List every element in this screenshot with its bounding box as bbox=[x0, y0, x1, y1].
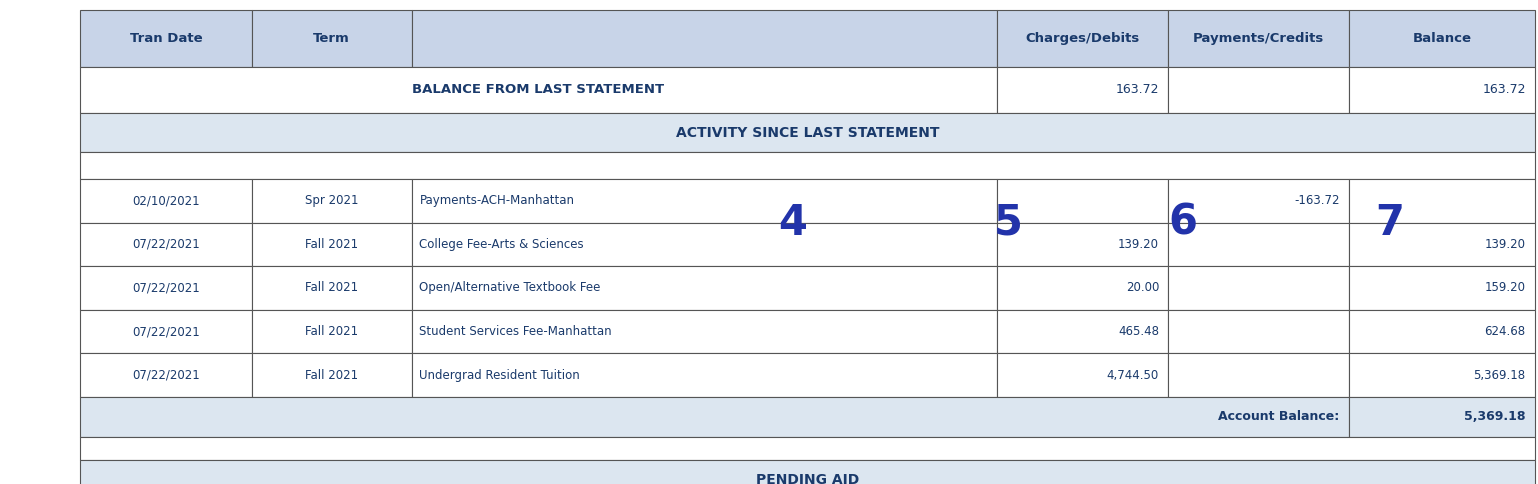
Text: ACTIVITY SINCE LAST STATEMENT: ACTIVITY SINCE LAST STATEMENT bbox=[675, 126, 940, 139]
Text: 6: 6 bbox=[1169, 202, 1197, 243]
Bar bbox=[80, 179, 252, 223]
Text: 7: 7 bbox=[1375, 202, 1404, 243]
Text: Account Balance:: Account Balance: bbox=[1218, 410, 1340, 423]
Bar bbox=[1349, 179, 1535, 223]
Bar bbox=[412, 353, 997, 397]
Text: Fall 2021: Fall 2021 bbox=[305, 238, 358, 251]
Bar bbox=[80, 152, 1535, 179]
Bar bbox=[412, 266, 997, 310]
Text: 4: 4 bbox=[778, 202, 807, 243]
Text: PENDING AID: PENDING AID bbox=[755, 473, 860, 484]
Text: 163.72: 163.72 bbox=[1115, 83, 1160, 96]
Bar bbox=[1169, 223, 1349, 266]
Text: Balance: Balance bbox=[1412, 32, 1472, 45]
Text: College Fee-Arts & Sciences: College Fee-Arts & Sciences bbox=[420, 238, 584, 251]
Text: 163.72: 163.72 bbox=[1483, 83, 1526, 96]
Bar bbox=[997, 10, 1169, 67]
Bar bbox=[412, 179, 997, 223]
Text: 159.20: 159.20 bbox=[1484, 282, 1526, 294]
Text: Open/Alternative Textbook Fee: Open/Alternative Textbook Fee bbox=[420, 282, 601, 294]
Text: 624.68: 624.68 bbox=[1484, 325, 1526, 338]
Text: 139.20: 139.20 bbox=[1484, 238, 1526, 251]
Bar bbox=[1349, 67, 1535, 113]
Bar bbox=[252, 310, 412, 353]
Text: 07/22/2021: 07/22/2021 bbox=[132, 238, 200, 251]
Bar bbox=[1169, 310, 1349, 353]
Text: Charges/Debits: Charges/Debits bbox=[1026, 32, 1140, 45]
Text: 20.00: 20.00 bbox=[1126, 282, 1160, 294]
Text: Term: Term bbox=[314, 32, 351, 45]
Text: 07/22/2021: 07/22/2021 bbox=[132, 325, 200, 338]
Bar bbox=[1349, 397, 1535, 437]
Bar bbox=[80, 353, 252, 397]
Bar bbox=[412, 310, 997, 353]
Bar bbox=[1169, 67, 1349, 113]
Text: 4,744.50: 4,744.50 bbox=[1107, 369, 1160, 381]
Bar bbox=[80, 310, 252, 353]
Text: -163.72: -163.72 bbox=[1293, 195, 1340, 207]
Bar bbox=[997, 223, 1169, 266]
Text: Undergrad Resident Tuition: Undergrad Resident Tuition bbox=[420, 369, 580, 381]
Bar bbox=[252, 353, 412, 397]
Text: Fall 2021: Fall 2021 bbox=[305, 282, 358, 294]
Bar bbox=[1169, 10, 1349, 67]
Text: 5: 5 bbox=[994, 202, 1023, 243]
Bar bbox=[80, 223, 252, 266]
Text: Spr 2021: Spr 2021 bbox=[305, 195, 358, 207]
Text: 07/22/2021: 07/22/2021 bbox=[132, 282, 200, 294]
Bar bbox=[1169, 266, 1349, 310]
Text: 07/22/2021: 07/22/2021 bbox=[132, 369, 200, 381]
Bar bbox=[1349, 310, 1535, 353]
Bar bbox=[80, 10, 252, 67]
Bar bbox=[80, 266, 252, 310]
Bar bbox=[80, 113, 1535, 152]
Text: Payments-ACH-Manhattan: Payments-ACH-Manhattan bbox=[420, 195, 574, 207]
Text: Student Services Fee-Manhattan: Student Services Fee-Manhattan bbox=[420, 325, 612, 338]
Bar bbox=[252, 266, 412, 310]
Bar bbox=[80, 460, 1535, 484]
Bar bbox=[997, 310, 1169, 353]
Bar bbox=[412, 223, 997, 266]
Bar bbox=[1169, 179, 1349, 223]
Text: 139.20: 139.20 bbox=[1118, 238, 1160, 251]
Bar bbox=[997, 179, 1169, 223]
Text: Fall 2021: Fall 2021 bbox=[305, 325, 358, 338]
Bar bbox=[997, 67, 1169, 113]
Bar bbox=[997, 353, 1169, 397]
Bar bbox=[80, 397, 1349, 437]
Bar bbox=[1349, 223, 1535, 266]
Bar bbox=[1349, 10, 1535, 67]
Text: 02/10/2021: 02/10/2021 bbox=[132, 195, 200, 207]
Bar bbox=[997, 266, 1169, 310]
Bar bbox=[412, 10, 997, 67]
Text: 5,369.18: 5,369.18 bbox=[1464, 410, 1526, 423]
Text: 5,369.18: 5,369.18 bbox=[1473, 369, 1526, 381]
Bar bbox=[1349, 353, 1535, 397]
Bar bbox=[80, 67, 997, 113]
Bar bbox=[1349, 266, 1535, 310]
Bar bbox=[252, 223, 412, 266]
Bar bbox=[80, 437, 1535, 460]
Text: 465.48: 465.48 bbox=[1118, 325, 1160, 338]
Text: BALANCE FROM LAST STATEMENT: BALANCE FROM LAST STATEMENT bbox=[412, 83, 664, 96]
Bar bbox=[252, 179, 412, 223]
Bar bbox=[1169, 353, 1349, 397]
Bar bbox=[252, 10, 412, 67]
Text: Payments/Credits: Payments/Credits bbox=[1193, 32, 1324, 45]
Text: Fall 2021: Fall 2021 bbox=[305, 369, 358, 381]
Text: Tran Date: Tran Date bbox=[129, 32, 201, 45]
